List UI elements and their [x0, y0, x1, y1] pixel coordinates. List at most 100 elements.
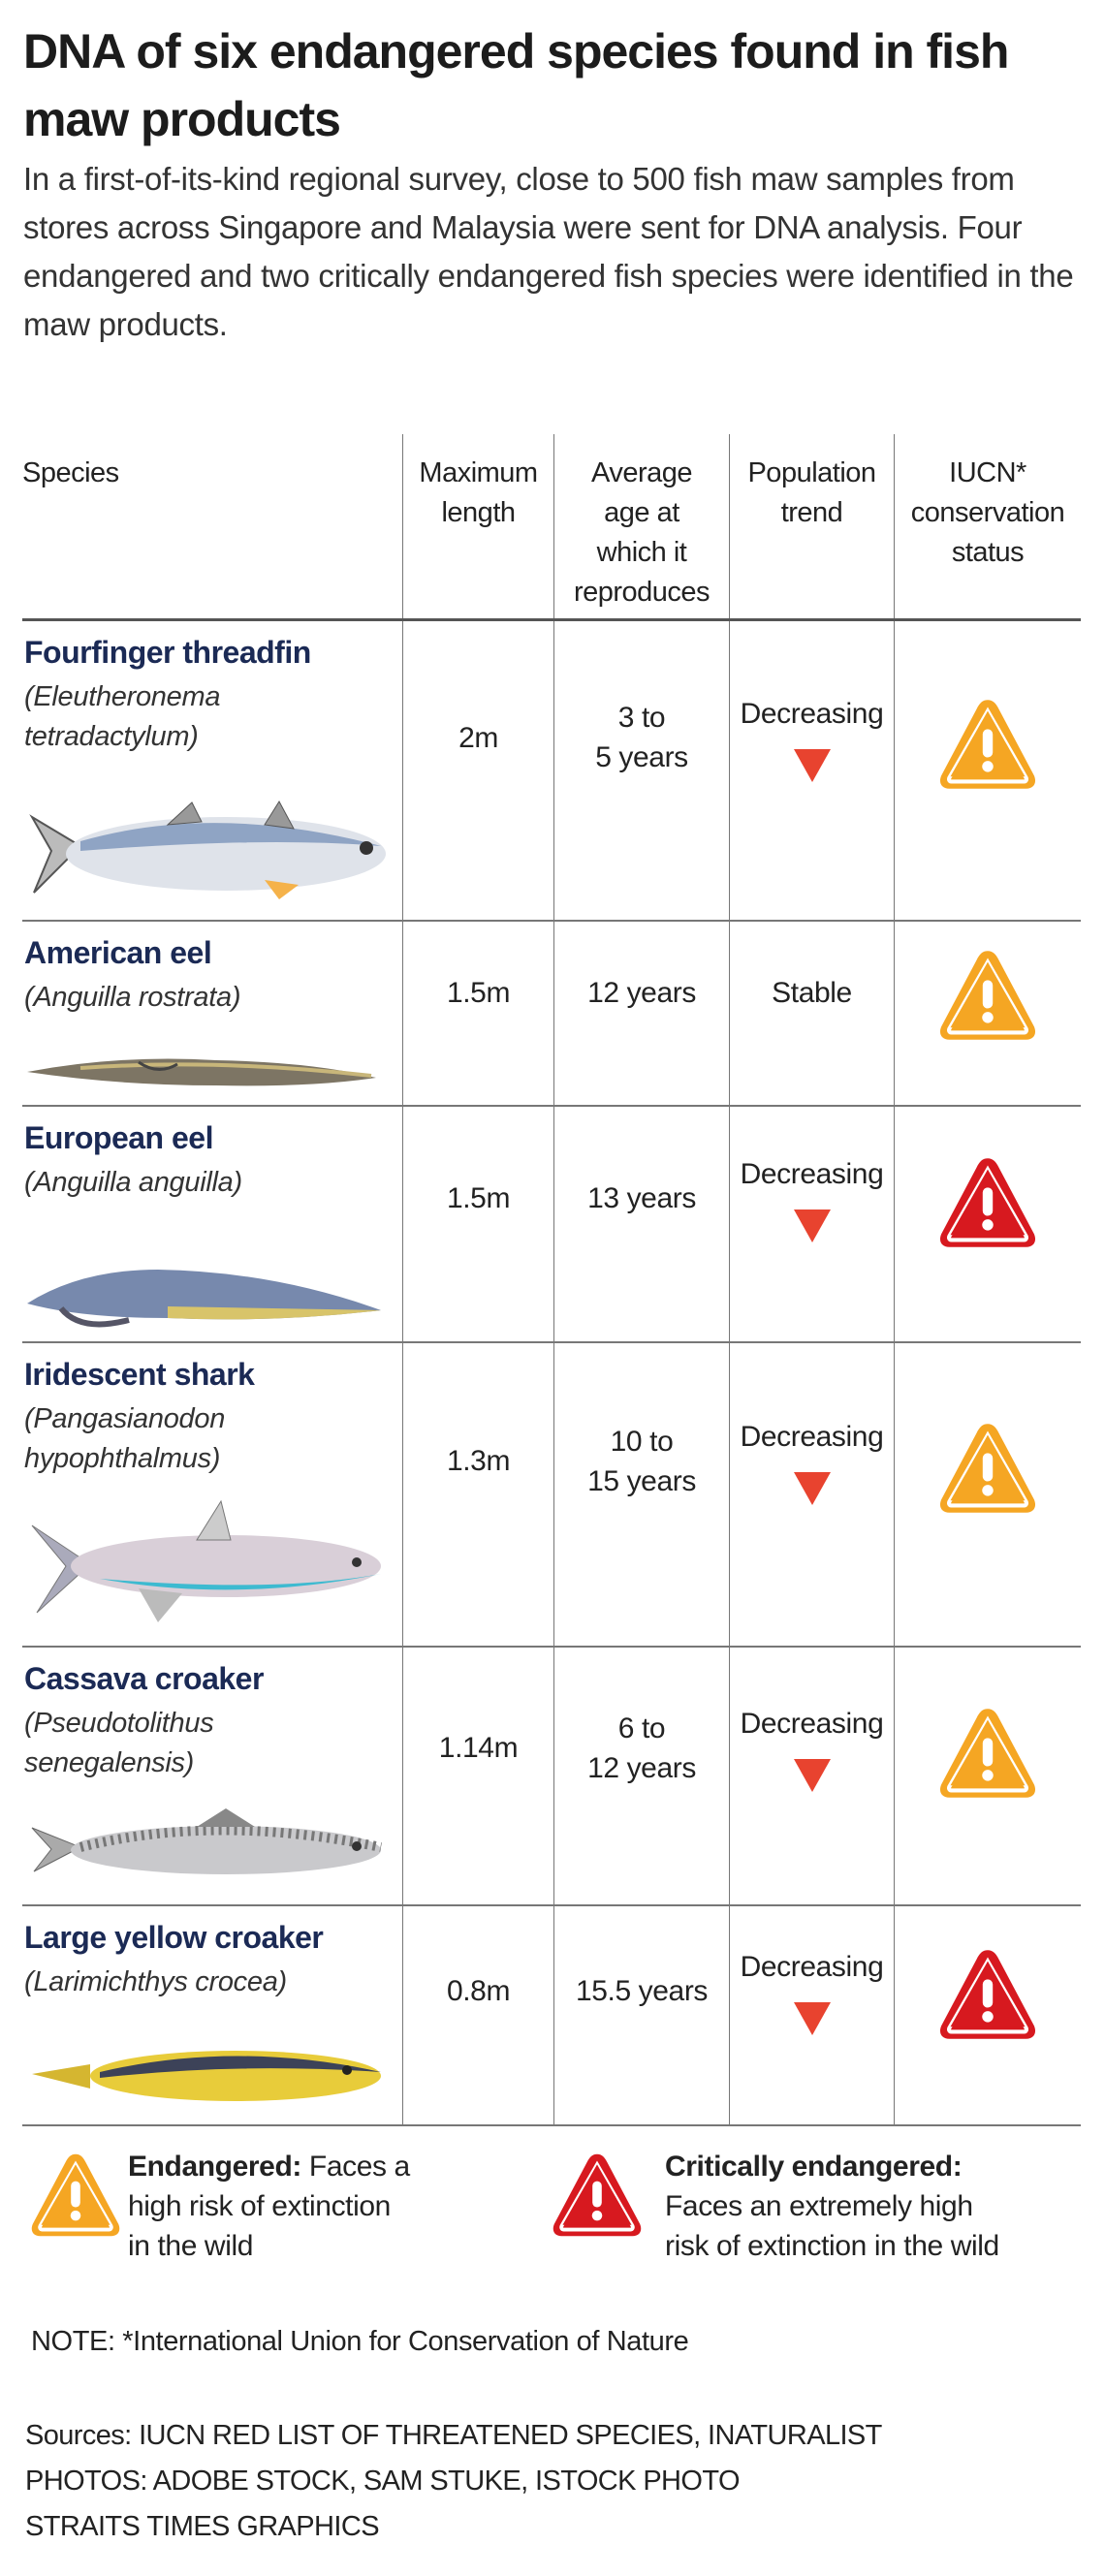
header-status: IUCN* conservation status: [894, 434, 1081, 618]
max-length: 1.5m: [446, 1182, 511, 1214]
legend-critical-text: Faces an extremely high risk of extincti…: [665, 2190, 999, 2262]
down-triangle-icon: [793, 2002, 831, 2035]
status-cell: [894, 1906, 1081, 2124]
table-row: Fourfinger threadfin (Eleutheronema tetr…: [22, 621, 1081, 922]
reproduction-age: 15.5 years: [575, 1975, 709, 2007]
population-trend: Decreasing: [740, 1951, 884, 1983]
max-length: 1.14m: [438, 1732, 519, 1764]
legend-endangered-text: Faces a high risk of extinction in the w…: [128, 2151, 410, 2262]
species-cell: Fourfinger threadfin (Eleutheronema tetr…: [22, 621, 402, 920]
table-row: Large yellow croaker (Larimichthys croce…: [22, 1906, 1081, 2126]
page-title: DNA of six endangered species found in f…: [23, 24, 1009, 146]
table-header: Species Maximum length Average age at wh…: [22, 434, 1081, 621]
table-row: Cassava croaker (Pseudotolithus senegale…: [22, 1648, 1081, 1906]
max-length-cell: 1.14m: [402, 1648, 553, 1904]
age-cell: 3 to 5 years: [553, 621, 729, 920]
graphics-credit: STRAITS TIMES GRAPHICS: [25, 2511, 380, 2542]
max-length: 0.8m: [446, 1975, 511, 2007]
max-length-cell: 0.8m: [402, 1906, 553, 2124]
footnote: NOTE: *International Union for Conservat…: [31, 2326, 689, 2357]
max-length-cell: 1.5m: [402, 922, 553, 1105]
down-triangle-icon: [793, 1759, 831, 1792]
down-triangle-icon: [793, 748, 831, 782]
scientific-name: (Pseudotolithus senegalensis): [24, 1708, 214, 1778]
trend-cell: Stable: [729, 922, 894, 1105]
trend-cell: Decreasing: [729, 1648, 894, 1904]
trend-cell: Decreasing: [729, 621, 894, 920]
population-trend: Stable: [772, 977, 852, 1009]
reproduction-age: 13 years: [587, 1182, 696, 1214]
reproduction-age: 12 years: [587, 977, 696, 1009]
fish-photo: [22, 1043, 391, 1106]
trend-cell: Decreasing: [729, 1107, 894, 1341]
warning-icon-orange: [937, 697, 1038, 802]
intro-paragraph: In a first-of-its-kind regional survey, …: [23, 161, 1074, 342]
status-cell: [894, 1107, 1081, 1341]
scientific-name: (Eleutheronema tetradactylum): [24, 681, 221, 752]
header-age: Average age at which it reproduces: [553, 434, 729, 618]
population-trend: Decreasing: [740, 697, 884, 730]
species-name: Cassava croaker: [24, 1661, 264, 1696]
trend-cell: Decreasing: [729, 1343, 894, 1646]
reproduction-age: 10 to 15 years: [587, 1425, 696, 1497]
age-cell: 12 years: [553, 922, 729, 1105]
legend-critical-label: Critically endangered:: [665, 2151, 963, 2183]
species-name: Iridescent shark: [24, 1357, 255, 1392]
species-cell: American eel (Anguilla rostrata): [22, 922, 402, 1105]
species-name: Large yellow croaker: [24, 1920, 324, 1955]
status-cell: [894, 621, 1081, 920]
warning-icon-red: [551, 2151, 644, 2250]
status-cell: [894, 1648, 1081, 1904]
warning-icon-orange: [937, 1421, 1038, 1526]
table-row: European eel (Anguilla anguilla) 1.5m 13…: [22, 1107, 1081, 1343]
sources-line: Sources: IUCN RED LIST OF THREATENED SPE…: [25, 2420, 882, 2451]
population-trend: Decreasing: [740, 1708, 884, 1740]
max-length: 1.5m: [446, 977, 511, 1009]
max-length: 2m: [458, 721, 498, 754]
header-max-length: Maximum length: [402, 434, 553, 618]
scientific-name: (Anguilla anguilla): [24, 1167, 242, 1198]
warning-icon-orange: [937, 948, 1038, 1053]
age-cell: 13 years: [553, 1107, 729, 1341]
warning-icon-orange: [29, 2151, 122, 2250]
warning-icon-orange: [937, 1706, 1038, 1811]
population-trend: Decreasing: [740, 1421, 884, 1453]
species-cell: Large yellow croaker (Larimichthys croce…: [22, 1906, 402, 2124]
fish-photo: [22, 798, 391, 909]
scientific-name: (Pangasianodon hypophthalmus): [24, 1403, 226, 1474]
species-name: European eel: [24, 1120, 213, 1155]
species-cell: Cassava croaker (Pseudotolithus senegale…: [22, 1648, 402, 1904]
reproduction-age: 3 to 5 years: [595, 702, 688, 773]
down-triangle-icon: [793, 1472, 831, 1505]
status-cell: [894, 1343, 1081, 1646]
warning-icon-red: [937, 1947, 1038, 2053]
header-trend: Population trend: [729, 434, 894, 618]
table-row: American eel (Anguilla rostrata) 1.5m 12…: [22, 922, 1081, 1107]
max-length-cell: 2m: [402, 621, 553, 920]
status-cell: [894, 922, 1081, 1105]
warning-icon-red: [937, 1155, 1038, 1261]
fish-photo: [22, 1250, 391, 1342]
fish-photo: [22, 1804, 391, 1896]
header-species: Species: [22, 457, 119, 488]
reproduction-age: 6 to 12 years: [587, 1712, 696, 1784]
max-length-cell: 1.3m: [402, 1343, 553, 1646]
max-length-cell: 1.5m: [402, 1107, 553, 1341]
fish-photo: [22, 1496, 391, 1637]
species-cell: European eel (Anguilla anguilla): [22, 1107, 402, 1341]
species-name: Fourfinger threadfin: [24, 635, 311, 670]
age-cell: 10 to 15 years: [553, 1343, 729, 1646]
species-name: American eel: [24, 935, 212, 970]
age-cell: 6 to 12 years: [553, 1648, 729, 1904]
fish-photo: [22, 2035, 391, 2118]
scientific-name: (Anguilla rostrata): [24, 982, 241, 1013]
photos-credit: PHOTOS: ADOBE STOCK, SAM STUKE, ISTOCK P…: [25, 2466, 741, 2497]
down-triangle-icon: [793, 1209, 831, 1242]
population-trend: Decreasing: [740, 1158, 884, 1190]
table-row: Iridescent shark (Pangasianodon hypophth…: [22, 1343, 1081, 1648]
species-cell: Iridescent shark (Pangasianodon hypophth…: [22, 1343, 402, 1646]
scientific-name: (Larimichthys crocea): [24, 1966, 287, 1997]
max-length: 1.3m: [446, 1445, 511, 1477]
species-table: Species Maximum length Average age at wh…: [22, 434, 1081, 2126]
trend-cell: Decreasing: [729, 1906, 894, 2124]
